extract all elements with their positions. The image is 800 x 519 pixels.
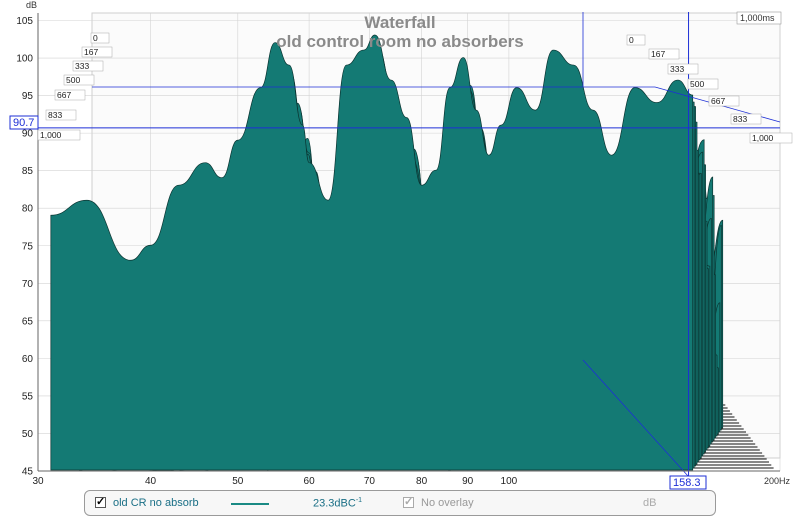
series-swatch [231,503,269,505]
cursor-lines [38,12,781,477]
cursor-y-readout: 90.7 [13,117,34,129]
x-tick-label: 60 [304,476,316,487]
time-tick-right: 833 [733,114,747,124]
y-tick-label: 105 [16,16,33,27]
y-tick-label: 80 [22,204,34,215]
series-label: old CR no absorb [113,497,199,509]
cursor-x-readout: 158.3 [673,477,701,489]
x-tick-label: 70 [364,476,376,487]
legend-bar: ✓ old CR no absorb 23.3dBC-1 ✓ No overla… [84,490,716,516]
time-tick-left: 500 [66,75,80,85]
chart-subtitle: old control room no absorbers [276,32,523,51]
y-tick-label: 70 [22,279,34,290]
time-tick-right: 500 [690,79,704,89]
smoothing-value: 23.3dBC-1 [313,497,363,510]
y-tick-label: 55 [22,391,34,402]
time-tick-right: 667 [711,96,725,106]
time-tick-left: 1,000 [40,130,62,140]
series-checkbox[interactable]: ✓ [95,496,106,508]
x-tick-label: 40 [145,476,157,487]
time-tick-left: 167 [84,47,98,57]
waterfall-slices [50,34,724,471]
time-tick-right: 167 [651,49,665,59]
y-unit-label: dB [26,0,37,10]
time-tick-right: 0 [629,35,634,45]
time-tick-left: 0 [93,33,98,43]
time-tick-left: 833 [48,110,62,120]
time-tick-right: 333 [670,64,684,74]
y-tick-label: 85 [22,166,34,177]
axes: 45 50 55 60 65 70 75 80 85 90 95 100 105 30 40 50 60 70 80… [16,13,793,487]
y-tick-label: 90 [22,129,34,140]
chart-title: Waterfall [364,13,435,32]
y-tick-label: 45 [22,467,34,478]
x-tick-label: 50 [232,476,244,487]
y-tick-label: 75 [22,241,34,252]
x-tick-label: 80 [416,476,428,487]
overlay-unit: dB [643,497,657,509]
y-tick-label: 60 [22,354,34,365]
time-corner-label: 1,000ms [740,13,775,23]
y-tick-label: 95 [22,91,34,102]
time-tick-left: 667 [57,90,71,100]
y-tick-label: 50 [22,429,34,440]
overlay-checkbox[interactable]: ✓ [403,496,414,508]
y-tick-label: 100 [16,54,33,65]
x-tick-label: 90 [462,476,474,487]
x-tick-label: 30 [32,476,44,487]
time-tick-right: 1,000 [752,133,774,143]
x-tick-label: 100 [501,476,518,487]
y-tick-label: 65 [22,316,34,327]
overlay-label: No overlay [421,497,474,509]
waterfall-slice [50,34,694,471]
x-unit-label: 200Hz [764,476,791,486]
time-tick-left: 333 [75,61,89,71]
